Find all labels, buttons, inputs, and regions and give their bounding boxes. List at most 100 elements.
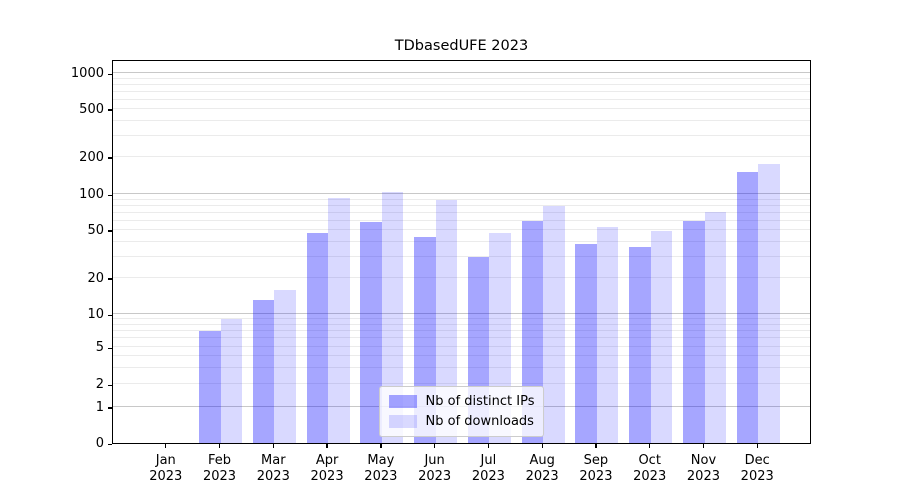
month-label: Sep [583,453,609,468]
bar-sep-ips [575,244,597,443]
year-label: 2023 [149,468,183,484]
month-label: Jun [424,453,445,468]
x-tick-mark-dec [756,444,758,448]
x-tick-mark-aug [541,444,543,448]
y-tick-label-0: 0 [95,436,104,451]
gridline-major-100 [113,193,810,194]
x-tick-mark-mar [272,444,274,448]
y-tick-label-5: 5 [95,340,104,355]
x-tick-mark-nov [702,444,705,448]
x-tick-label-jan: Jan 2023 [136,453,196,484]
gridline-minor-7 [113,330,810,331]
y-tick-label-100: 100 [79,187,104,202]
y-tick-mark-500 [108,109,112,111]
year-label: 2023 [686,468,720,484]
y-tick-mark-10 [108,314,112,316]
y-tick-mark-1 [108,407,112,409]
chart-title: TDbasedUFE 2023 [394,38,529,54]
y-tick-label-500: 500 [79,101,104,117]
year-label: 2023 [579,468,613,484]
gridline-minor-2 [113,383,810,384]
gridline-major-1000 [113,72,810,73]
month-label: Nov [690,453,717,468]
bar-oct-downloads [650,231,673,443]
gridline-minor-80 [113,204,810,206]
gridline-minor-30 [113,255,810,257]
month-label: Jan [155,453,176,468]
legend-swatch-downloads [388,415,417,428]
gridline-minor-300 [113,134,810,136]
y-tick-mark-2 [108,384,112,386]
gridline-minor-3 [113,366,810,368]
month-label: Dec [744,453,770,468]
x-tick-mark-jan [165,444,167,448]
x-tick-label-apr: Apr 2023 [297,453,357,484]
y-tick-mark-1000 [108,73,112,75]
x-tick-label-sep: Sep 2023 [566,453,626,484]
x-tick-mark-jul [487,444,490,448]
gridline-minor-90 [113,198,810,200]
y-tick-label-1000: 1000 [70,66,104,82]
x-tick-label-jul: Jul 2023 [458,453,518,484]
gridline-minor-70 [113,211,810,213]
x-tick-label-may: May 2023 [351,453,411,484]
gridline-minor-60 [113,219,810,221]
gridline-minor-9 [113,318,810,319]
y-tick-mark-100 [108,194,112,196]
bar-oct-ips [629,247,651,443]
y-tick-label-1: 1 [95,399,104,415]
gridline-minor-20 [113,277,810,278]
year-label: 2023 [525,468,559,484]
year-label: 2023 [471,468,505,484]
x-tick-label-jun: Jun 2023 [405,453,465,484]
y-tick-label-200: 200 [79,149,104,165]
y-tick-mark-5 [108,347,112,349]
year-label: 2023 [202,468,237,484]
gridline-minor-50 [113,229,810,230]
year-label: 2023 [310,468,344,484]
year-label: 2023 [633,468,667,484]
month-label: Apr [315,453,339,468]
x-tick-mark-oct [649,444,651,448]
y-tick-mark-0 [108,443,112,445]
x-tick-label-oct: Oct 2023 [620,453,680,484]
gridline-minor-400 [113,119,810,121]
y-tick-mark-50 [108,230,112,232]
bar-dec-ips [736,172,759,443]
x-tick-label-nov: Nov 2023 [673,453,733,484]
gridline-minor-8 [113,323,810,325]
legend-swatch-ips [388,395,417,408]
x-tick-label-dec: Dec 2023 [727,453,787,484]
bar-mar-downloads [274,289,296,443]
x-tick-mark-feb [218,444,221,448]
gridline-minor-500 [113,108,810,109]
gridline-minor-700 [113,90,810,92]
legend: Nb of distinct IPs Nb of downloads [378,386,545,437]
year-label: 2023 [256,468,290,484]
gridline-minor-800 [113,83,810,85]
bar-mar-ips [252,300,275,443]
gridline-minor-200 [113,156,810,157]
legend-label-downloads: Nb of downloads [425,414,534,429]
x-tick-label-feb: Feb 2023 [190,453,250,484]
gridline-major-10 [113,313,810,314]
year-label: 2023 [740,468,774,484]
bar-nov-ips [683,220,705,443]
bar-apr-downloads [328,198,350,443]
month-label: May [367,453,395,468]
legend-item-distinct-ips: Nb of distinct IPs [388,394,535,409]
year-label: 2023 [418,468,452,484]
bar-nov-downloads [704,211,726,443]
bar-apr-ips [306,233,329,443]
x-tick-mark-may [380,444,382,448]
bar-feb-ips [199,331,221,443]
x-tick-mark-sep [595,444,597,448]
x-tick-label-mar: Mar 2023 [243,453,303,484]
legend-label-ips: Nb of distinct IPs [425,394,535,409]
y-tick-mark-200 [108,157,112,159]
y-tick-mark-20 [108,278,112,280]
y-tick-label-10: 10 [87,307,104,322]
year-label: 2023 [364,468,398,484]
gridline-minor-40 [113,240,810,242]
bar-aug-downloads [543,206,565,443]
